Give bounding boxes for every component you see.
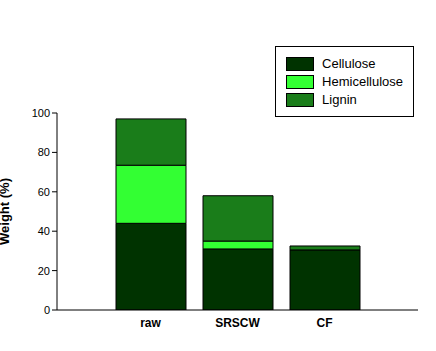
html-text:Hemicellulose: Hemicellulose: [322, 74, 403, 89]
svg-text:0: 0: [44, 304, 50, 316]
svg-text:CF: CF: [317, 316, 333, 330]
svg-text:80: 80: [38, 146, 50, 158]
svg-text:60: 60: [38, 186, 50, 198]
svg-text:Weight (%): Weight (%): [8, 178, 12, 245]
svg-text:raw: raw: [140, 316, 161, 330]
svg-text:SRSCW: SRSCW: [215, 316, 260, 330]
html-text:Cellulose: Cellulose: [322, 56, 376, 71]
svg-text:40: 40: [38, 225, 50, 237]
svg-text:100: 100: [32, 107, 50, 119]
svg-text:20: 20: [38, 265, 50, 277]
html-text:Lignin: Lignin: [322, 92, 357, 107]
